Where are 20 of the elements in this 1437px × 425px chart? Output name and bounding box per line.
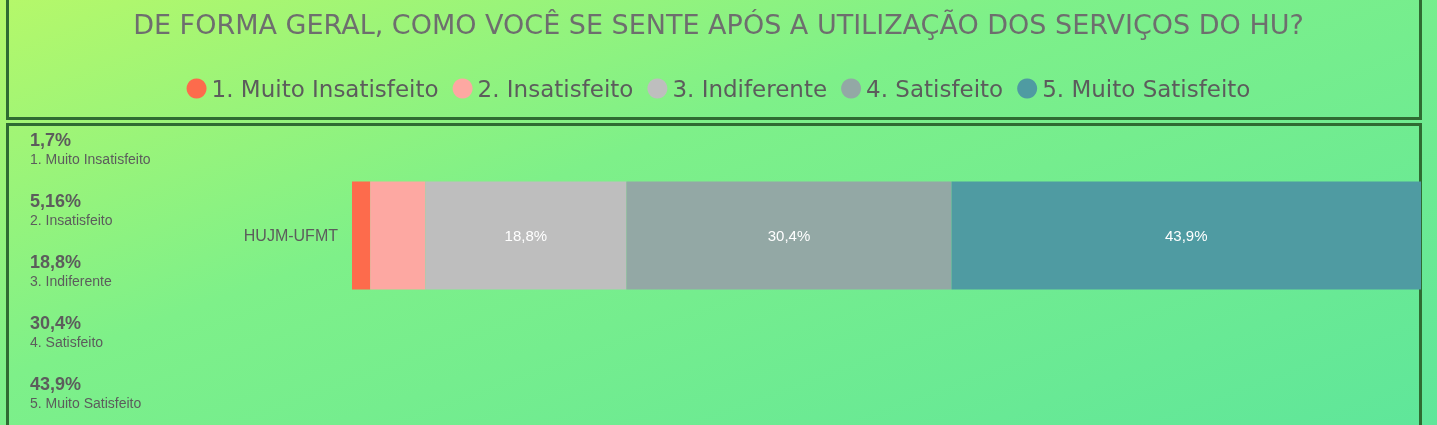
- legend-label: 4. Satisfeito: [866, 75, 1004, 102]
- data-label: 43,9%: [1164, 227, 1208, 244]
- data-label: 18,8%: [504, 227, 548, 244]
- legend-label: 1. Muito Insatisfeito: [211, 75, 439, 102]
- data-label: 30,4%: [767, 227, 811, 244]
- text: 3. Indiferente: [30, 272, 113, 290]
- legend-label: 5. Muito Satisfeito: [1042, 75, 1251, 102]
- text: 5. Muito Satisfeito: [30, 394, 143, 412]
- chart-title: DE FORMA GERAL, COMO VOCÊ SE SENTE APÓS A UTILIZAÇÃO DOS SERVIÇOS DO HU?: [133, 9, 1304, 40]
- legend-label: 2. Insatisfeito: [477, 75, 634, 102]
- text: 1. Muito Insatisfeito: [30, 150, 152, 168]
- legend-label: 3. Indiferente: [672, 75, 828, 102]
- text: 4. Satisfeito: [30, 333, 105, 351]
- text: 2. Insatisfeito: [30, 211, 114, 229]
- y-tick-label: HUJM-UFMT: [243, 227, 339, 244]
- text: 1,7%: [30, 130, 73, 150]
- text: 30,4%: [30, 313, 83, 333]
- text: 5,16%: [30, 191, 83, 211]
- text: 43,9%: [30, 374, 83, 394]
- text: 18,8%: [30, 252, 83, 272]
